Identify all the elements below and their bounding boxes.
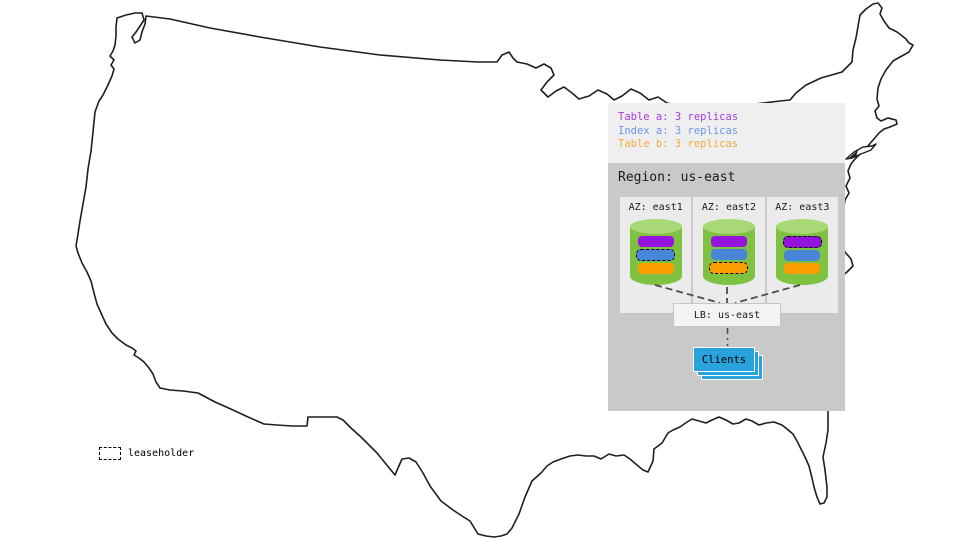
region-us-east: Region: us-east AZ: east1 AZ: east2 AZ: … [608,163,845,411]
az-label: AZ: east1 [628,202,683,213]
replica-table-a [637,236,674,247]
az-column-3: AZ: east3 [766,197,838,313]
replica-stack [630,236,682,274]
database-node-icon [702,219,755,285]
database-node-icon [629,219,682,285]
clients-stack: Clients [693,347,763,380]
az-label: AZ: east2 [701,202,757,213]
cylinder-top-icon [776,219,829,234]
legend-item: Table b: 3 replicas [618,138,739,150]
legend-item: Index a: 3 replicas [618,124,739,137]
replica-table-b [784,263,821,274]
az-column-1: AZ: east1 [620,197,692,313]
legend-item: Table a: 3 replicas [618,111,739,123]
clients-box: Clients [693,347,755,372]
replica-table-a-leaseholder [782,236,822,248]
load-balancer: LB: us-east [673,303,781,327]
leaseholder-swatch-icon [99,447,121,460]
topology-panel: Table a: 3 replicas Index a: 3 replicas Ta… [608,103,845,411]
clients-label: Clients [701,353,747,366]
replica-table-a [710,236,747,247]
replica-legend: Table a: 3 replicas Index a: 3 replicas Ta… [608,103,845,163]
replica-stack [776,236,828,274]
database-node-icon [776,219,829,285]
replica-stack [703,236,755,274]
replica-index-a [710,249,747,260]
az-row: AZ: east1 AZ: east2 AZ: east3 [620,197,838,313]
cylinder-top-icon [629,219,682,234]
cylinder-top-icon [702,219,755,234]
replica-index-a [784,250,821,261]
long-island-tip [849,150,858,158]
region-title: Region: us-east [618,170,736,185]
load-balancer-label: LB: us-east [693,309,761,321]
leaseholder-key: leaseholder [99,447,194,460]
replica-table-b-leaseholder [709,262,749,274]
replica-index-a-leaseholder [636,249,676,261]
replica-table-b [637,263,674,274]
leaseholder-key-label: leaseholder [128,448,195,459]
az-column-2: AZ: east2 [693,197,765,313]
az-label: AZ: east3 [775,202,830,213]
